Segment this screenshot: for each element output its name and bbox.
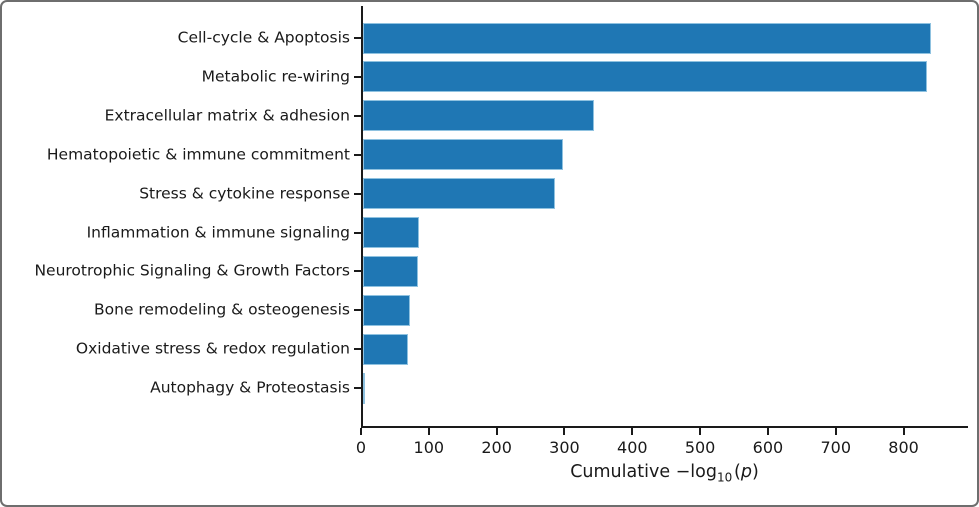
x-axis-title-prefix: Cumulative −log bbox=[570, 462, 717, 482]
bar-hematopoietic-immune-commitment bbox=[363, 139, 564, 171]
bar-stress-cytokine-response bbox=[363, 178, 555, 210]
y-category-label: Extracellular matrix & adhesion bbox=[104, 106, 350, 125]
y-category-label: Hematopoietic & immune commitment bbox=[46, 144, 350, 163]
x-tick-label: 100 bbox=[413, 438, 445, 457]
y-tick-mark bbox=[354, 231, 361, 234]
y-category-label: Cell-cycle & Apoptosis bbox=[177, 28, 350, 47]
y-tick-mark bbox=[354, 75, 361, 78]
x-axis-spine bbox=[361, 426, 968, 428]
x-tick-label: 800 bbox=[888, 438, 919, 457]
x-tick-label: 400 bbox=[617, 438, 648, 457]
y-category-label: Bone remodeling & osteogenesis bbox=[94, 300, 350, 319]
x-tick-mark bbox=[766, 428, 769, 435]
x-tick-label: 0 bbox=[355, 438, 367, 457]
y-axis-spine bbox=[361, 6, 363, 428]
y-tick-mark bbox=[354, 153, 361, 156]
y-category-label: Neurotrophic Signaling & Growth Factors bbox=[34, 261, 350, 280]
x-tick-mark bbox=[834, 428, 837, 435]
x-tick-label: 600 bbox=[752, 438, 784, 457]
x-tick-label: 200 bbox=[481, 438, 512, 457]
x-axis-title-open-paren: ( bbox=[734, 462, 741, 482]
y-tick-mark bbox=[354, 37, 361, 39]
y-category-label: Stress & cytokine response bbox=[139, 183, 350, 202]
x-tick-mark bbox=[563, 428, 566, 435]
x-axis-title-close-paren: ) bbox=[751, 462, 759, 482]
bar-autophagy-proteostasis bbox=[363, 372, 365, 404]
y-category-label: Autophagy & Proteostasis bbox=[150, 378, 350, 397]
y-category-label: Inflammation & immune signaling bbox=[86, 222, 350, 241]
x-axis-title: Cumulative −log10 (p) bbox=[570, 462, 759, 485]
y-tick-mark bbox=[354, 114, 361, 117]
x-axis-title-subscript: 10 bbox=[717, 470, 733, 485]
y-tick-mark bbox=[354, 309, 361, 312]
x-tick-mark bbox=[360, 428, 362, 435]
x-tick-mark bbox=[495, 428, 498, 435]
bar-cell-cycle-apoptosis bbox=[363, 22, 931, 54]
x-tick-mark bbox=[699, 428, 702, 435]
y-tick-mark bbox=[354, 387, 361, 390]
x-tick-mark bbox=[427, 428, 430, 435]
bar-inflammation-immune-signaling bbox=[363, 217, 420, 248]
x-tick-label: 300 bbox=[549, 438, 580, 457]
x-tick-label: 700 bbox=[820, 438, 852, 457]
bar-metabolic-re-wiring bbox=[363, 61, 928, 93]
bar-bone-remodeling-osteogenesis bbox=[363, 294, 410, 326]
x-tick-label: 500 bbox=[684, 438, 716, 457]
y-category-label: Metabolic re-wiring bbox=[201, 67, 350, 86]
bar-neurotrophic-signaling-growth-factors bbox=[363, 255, 418, 287]
bar-extracellular-matrix-adhesion bbox=[363, 100, 595, 132]
bar-oxidative-stress-redox-regulation bbox=[363, 333, 409, 365]
x-axis-title-p-variable: p bbox=[740, 462, 752, 482]
y-tick-mark bbox=[354, 348, 361, 351]
y-category-label: Oxidative stress & redox regulation bbox=[75, 339, 350, 358]
y-tick-mark bbox=[354, 270, 361, 273]
x-tick-mark bbox=[631, 428, 634, 435]
y-tick-mark bbox=[354, 192, 361, 195]
x-tick-mark bbox=[902, 428, 905, 435]
